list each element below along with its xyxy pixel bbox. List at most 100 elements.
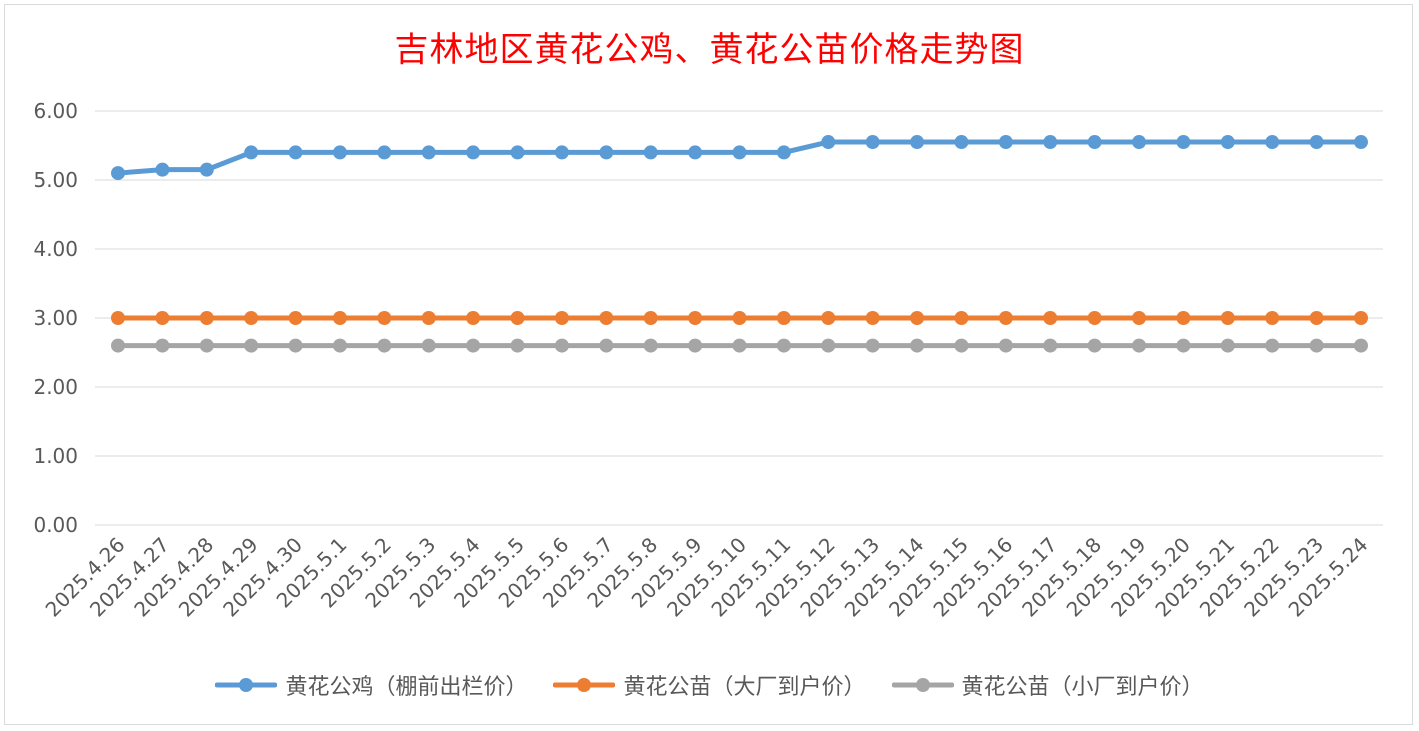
data-point (1265, 311, 1280, 325)
data-point (199, 311, 214, 325)
data-point (1309, 338, 1324, 353)
data-point (421, 311, 436, 325)
data-point (910, 311, 925, 325)
data-point (1265, 135, 1280, 150)
data-point (1043, 135, 1058, 150)
legend-label: 黄花公苗（大厂到户价） (623, 675, 866, 700)
data-point (954, 311, 969, 325)
data-point (1043, 311, 1058, 325)
y-tick-label: 4.00 (33, 237, 78, 261)
data-point (865, 311, 880, 325)
data-point (244, 338, 259, 353)
data-point (554, 145, 569, 160)
data-point (954, 135, 969, 150)
data-point (1176, 311, 1191, 325)
data-point (1132, 135, 1147, 150)
data-point (288, 338, 303, 353)
y-tick-label: 3.00 (33, 306, 78, 330)
data-point (1176, 338, 1191, 353)
data-point (954, 338, 969, 353)
legend-item: 黄花公鸡（棚前出栏价） (215, 669, 527, 701)
data-point (199, 338, 214, 353)
data-point (377, 145, 392, 160)
data-point (288, 145, 303, 160)
data-point (1087, 311, 1102, 325)
data-point (466, 311, 481, 325)
data-point (1132, 338, 1147, 353)
data-point (776, 311, 791, 325)
data-point (599, 311, 614, 325)
data-point (821, 135, 836, 150)
data-point (1220, 311, 1235, 325)
data-point (732, 145, 747, 160)
data-point (1220, 135, 1235, 150)
data-point (332, 338, 347, 353)
data-point (599, 145, 614, 160)
data-point (1087, 135, 1102, 150)
data-point (510, 311, 525, 325)
data-point (688, 145, 703, 160)
data-point (776, 145, 791, 160)
data-point (1087, 338, 1102, 353)
data-point (377, 311, 392, 325)
chart-title: 吉林地区黄花公鸡、黄花公苗价格走势图 (394, 30, 1025, 70)
data-point (643, 311, 658, 325)
legend-label: 黄花公鸡（棚前出栏价） (285, 675, 528, 700)
legend-item: 黄花公苗（小厂到户价） (891, 669, 1204, 701)
y-tick-label: 6.00 (33, 99, 78, 123)
y-tick-label: 1.00 (33, 444, 78, 468)
data-point (688, 311, 703, 325)
data-point (732, 311, 747, 325)
legend: 黄花公鸡（棚前出栏价） 黄花公苗（大厂到户价） 黄花公苗（小厂到户价） (0, 668, 1419, 702)
data-point (998, 135, 1013, 150)
data-point (244, 311, 259, 325)
data-point (1176, 135, 1191, 150)
data-point (288, 311, 303, 325)
data-point (510, 145, 525, 160)
data-point (466, 338, 481, 353)
legend-label: 黄花公苗（小厂到户价） (961, 675, 1204, 700)
data-point (998, 311, 1013, 325)
data-point (377, 338, 392, 353)
data-point (643, 145, 658, 160)
data-point (332, 311, 347, 325)
data-point (1043, 338, 1058, 353)
data-point (199, 162, 214, 177)
data-point (554, 311, 569, 325)
data-point (155, 162, 170, 177)
y-tick-label: 5.00 (33, 168, 78, 192)
data-point (732, 338, 747, 353)
data-point (1132, 311, 1147, 325)
data-point (1309, 135, 1324, 150)
data-point (599, 338, 614, 353)
y-tick-label: 2.00 (33, 375, 78, 399)
data-point (865, 338, 880, 353)
data-point (111, 166, 125, 181)
data-point (776, 338, 791, 353)
data-point (1265, 338, 1280, 353)
data-point (688, 338, 703, 353)
data-point (821, 338, 836, 353)
data-point (554, 338, 569, 353)
data-point (1309, 311, 1324, 325)
y-tick-label: 0.00 (33, 513, 78, 537)
data-point (421, 338, 436, 353)
data-point (421, 145, 436, 160)
data-point (332, 145, 347, 160)
data-point (111, 311, 125, 325)
legend-item: 黄花公苗（大厂到户价） (553, 669, 866, 701)
data-point (155, 338, 170, 353)
legend-swatch (553, 678, 616, 692)
data-point (1220, 338, 1235, 353)
data-point (1354, 338, 1368, 353)
data-point (510, 338, 525, 353)
data-point (111, 338, 125, 353)
data-point (910, 338, 925, 353)
data-point (865, 135, 880, 150)
data-point (643, 338, 658, 353)
data-point (910, 135, 925, 150)
legend-swatch (891, 678, 954, 692)
data-point (998, 338, 1013, 353)
